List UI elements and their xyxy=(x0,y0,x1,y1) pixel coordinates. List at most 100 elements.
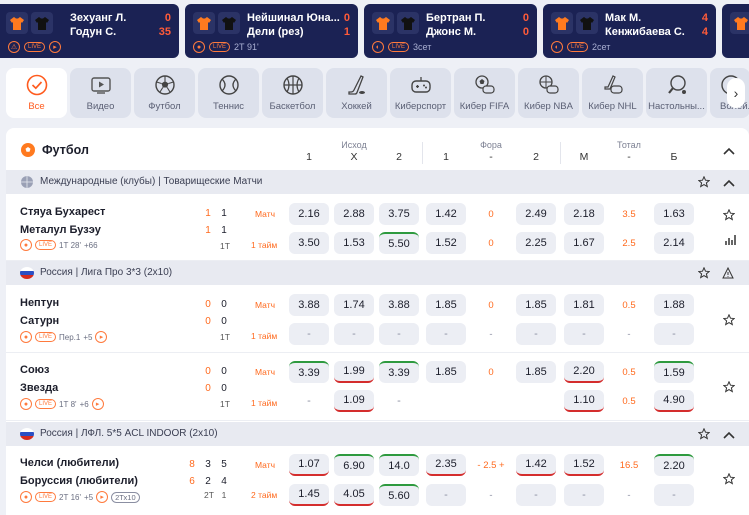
odd-button[interactable]: 1.10 xyxy=(564,390,604,412)
odd-button[interactable]: 1.99 xyxy=(334,361,374,383)
odd-button[interactable]: 14.0 xyxy=(379,454,419,476)
odd-button[interactable]: 1.88 xyxy=(654,294,694,316)
league-header[interactable]: Россия | Лига Про 3*3 (2х10) xyxy=(6,261,749,285)
odd-button[interactable]: 1.42 xyxy=(426,203,466,225)
odd-button[interactable]: 4.05 xyxy=(334,484,374,506)
odd-button[interactable]: 1.81 xyxy=(564,294,604,316)
odd-button[interactable]: - xyxy=(564,484,604,506)
odd-button[interactable]: 3.75 xyxy=(379,203,419,225)
odd-button[interactable]: 3.50 xyxy=(289,232,329,254)
odd-button[interactable]: 1.59 xyxy=(654,361,694,383)
odd-button[interactable]: 1.45 xyxy=(289,484,329,506)
odd-button[interactable]: 3.88 xyxy=(379,294,419,316)
tab-hockey[interactable]: Хоккей xyxy=(326,68,387,118)
odd-button[interactable]: 1.67 xyxy=(564,232,604,254)
more-markets-count[interactable]: +5 xyxy=(84,492,94,502)
team1-name[interactable]: Челси (любители) xyxy=(20,457,119,469)
live-card[interactable]: Мак М. Кенжибаева С. 4 4 ◐ LIVE 2сет xyxy=(543,4,716,58)
odd-button[interactable]: 2.18 xyxy=(564,203,604,225)
odd-button[interactable]: - xyxy=(516,484,556,506)
odd-button[interactable]: 2.20 xyxy=(654,454,694,476)
odd-button[interactable]: 1.85 xyxy=(516,361,556,383)
team1-name[interactable]: Стяуа Бухарест xyxy=(20,206,106,218)
more-markets-count[interactable]: +6 xyxy=(79,399,89,409)
chevron-up-icon[interactable] xyxy=(722,430,736,440)
video-icon[interactable]: ▸ xyxy=(96,491,109,503)
odd-button[interactable]: 2.25 xyxy=(516,232,556,254)
odd-button[interactable]: 1.53 xyxy=(334,232,374,254)
video-icon[interactable]: ▸ xyxy=(95,331,108,343)
tab-tennis[interactable]: Теннис xyxy=(198,68,259,118)
odd-button[interactable]: - xyxy=(564,323,604,345)
star-icon[interactable] xyxy=(698,428,710,440)
odd-button[interactable]: - xyxy=(379,323,419,345)
odd-button[interactable]: 2.35 xyxy=(426,454,466,476)
odd-button[interactable]: - xyxy=(397,395,401,407)
tab-video[interactable]: Видео xyxy=(70,68,131,118)
odd-button[interactable]: 1.74 xyxy=(334,294,374,316)
tab-football[interactable]: Футбол xyxy=(134,68,195,118)
tab-esports[interactable]: Киберспорт xyxy=(390,68,451,118)
team2-name[interactable]: Сатурн xyxy=(20,315,60,327)
live-card[interactable] xyxy=(722,4,749,58)
odd-button[interactable]: - xyxy=(289,323,329,345)
odd-button[interactable]: 1.52 xyxy=(426,232,466,254)
more-markets-count[interactable]: +5 xyxy=(83,332,93,342)
odd-button[interactable]: 2.49 xyxy=(516,203,556,225)
team2-name[interactable]: Звезда xyxy=(20,382,59,394)
tab-basketball[interactable]: Баскетбол xyxy=(262,68,323,118)
tab-cyber-fifa[interactable]: Кибер FIFA xyxy=(454,68,515,118)
odd-button[interactable]: 1.85 xyxy=(516,294,556,316)
team2-name[interactable]: Боруссия (любители) xyxy=(20,475,138,487)
odd-button[interactable]: 1.52 xyxy=(564,454,604,476)
league-header[interactable]: Россия | ЛФЛ. 5*5 ACL INDOOR (2х10) xyxy=(6,422,749,446)
league-header[interactable]: Международные (клубы) | Товарищеские Мат… xyxy=(6,170,749,194)
team2-name[interactable]: Металул Бузэу xyxy=(20,224,101,236)
odd-button[interactable]: 3.88 xyxy=(289,294,329,316)
odd-button[interactable]: 3.39 xyxy=(289,361,329,383)
odd-button[interactable]: - xyxy=(516,323,556,345)
star-icon[interactable] xyxy=(698,176,710,188)
star-icon[interactable] xyxy=(723,314,735,326)
odd-button[interactable]: 5.60 xyxy=(379,484,419,506)
odd-button[interactable]: - xyxy=(307,395,311,407)
odd-button[interactable]: 1.09 xyxy=(334,390,374,412)
tabs-next-button[interactable]: › xyxy=(727,78,745,108)
odd-button[interactable]: - xyxy=(654,323,694,345)
video-icon[interactable]: ▸ xyxy=(91,398,104,410)
stats-icon[interactable] xyxy=(724,234,736,246)
odd-button[interactable]: - xyxy=(334,323,374,345)
tab-cyber-nba[interactable]: Кибер NBA xyxy=(518,68,579,118)
more-markets-count[interactable]: +66 xyxy=(84,240,98,250)
odd-button[interactable]: 1.07 xyxy=(289,454,329,476)
chevron-up-icon[interactable] xyxy=(722,146,736,156)
chevron-up-icon[interactable] xyxy=(722,178,736,188)
odd-button[interactable]: 6.90 xyxy=(334,454,374,476)
tab-table-tennis[interactable]: Настольны... xyxy=(646,68,707,118)
odd-button[interactable]: 2.88 xyxy=(334,203,374,225)
odd-button[interactable]: 3.39 xyxy=(379,361,419,383)
warning-icon[interactable] xyxy=(722,267,734,279)
odd-button[interactable]: - xyxy=(426,484,466,506)
live-card[interactable]: Зехуанг Л. Годун С. 0 35 ⚠ LIVE ▸ xyxy=(0,4,179,58)
odd-button[interactable]: - xyxy=(654,484,694,506)
odd-button[interactable]: 1.42 xyxy=(516,454,556,476)
odd-button[interactable]: 1.63 xyxy=(654,203,694,225)
tab-cyber-nhl[interactable]: Кибер NHL xyxy=(582,68,643,118)
team1-name[interactable]: Нептун xyxy=(20,297,60,309)
odd-button[interactable]: 2.20 xyxy=(564,361,604,383)
live-card[interactable]: Бертран П. Джонс М. 0 0 ◐ LIVE 3сет xyxy=(364,4,537,58)
team1-name[interactable]: Союз xyxy=(20,364,50,376)
star-icon[interactable] xyxy=(723,473,735,485)
tab-all[interactable]: Все xyxy=(6,68,67,118)
odd-button[interactable]: 1.85 xyxy=(426,361,466,383)
odd-button[interactable]: - xyxy=(426,323,466,345)
odd-button[interactable]: 2.14 xyxy=(654,232,694,254)
star-icon[interactable] xyxy=(723,381,735,393)
odd-button[interactable]: 1.85 xyxy=(426,294,466,316)
odd-button[interactable]: 2.16 xyxy=(289,203,329,225)
odd-button[interactable]: 5.50 xyxy=(379,232,419,254)
live-card[interactable]: Нейшинал Юна... Дели (рез) 0 1 ● LIVE 2Т 91' xyxy=(185,4,358,58)
odd-button[interactable]: 4.90 xyxy=(654,390,694,412)
star-icon[interactable] xyxy=(698,267,710,279)
